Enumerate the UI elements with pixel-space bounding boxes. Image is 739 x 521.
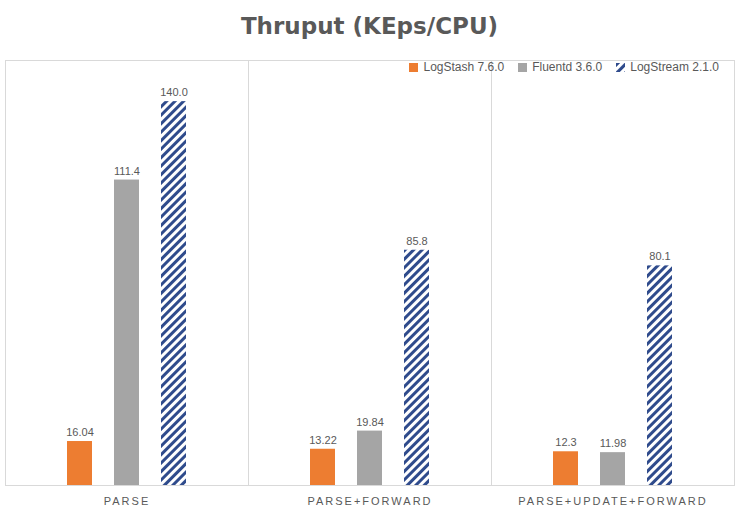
svg-text:12.3: 12.3 [555, 436, 576, 448]
svg-text:PARSE: PARSE [104, 495, 150, 507]
html-text:Thruput (KEps/CPU): Thruput (KEps/CPU) [240, 13, 499, 39]
svg-text:19.84: 19.84 [356, 416, 384, 428]
svg-text:PARSE+FORWARD: PARSE+FORWARD [307, 495, 432, 507]
svg-text:11.98: 11.98 [600, 437, 627, 449]
svg-text:111.4: 111.4 [114, 165, 140, 177]
svg-text:PARSE+UPDATE+FORWARD: PARSE+UPDATE+FORWARD [518, 495, 707, 507]
svg-text:80.1: 80.1 [649, 250, 670, 262]
svg-text:140.0: 140.0 [160, 86, 188, 98]
html-text:Fluentd 3.6.0: Fluentd 3.6.0 [532, 60, 603, 74]
html-text:LogStash 7.6.0: LogStash 7.6.0 [423, 60, 505, 74]
svg-text:85.8: 85.8 [406, 235, 427, 247]
html-text:LogStream 2.1.0: LogStream 2.1.0 [630, 60, 719, 74]
svg-text:13.22: 13.22 [309, 434, 337, 446]
svg-text:16.04: 16.04 [66, 426, 94, 438]
